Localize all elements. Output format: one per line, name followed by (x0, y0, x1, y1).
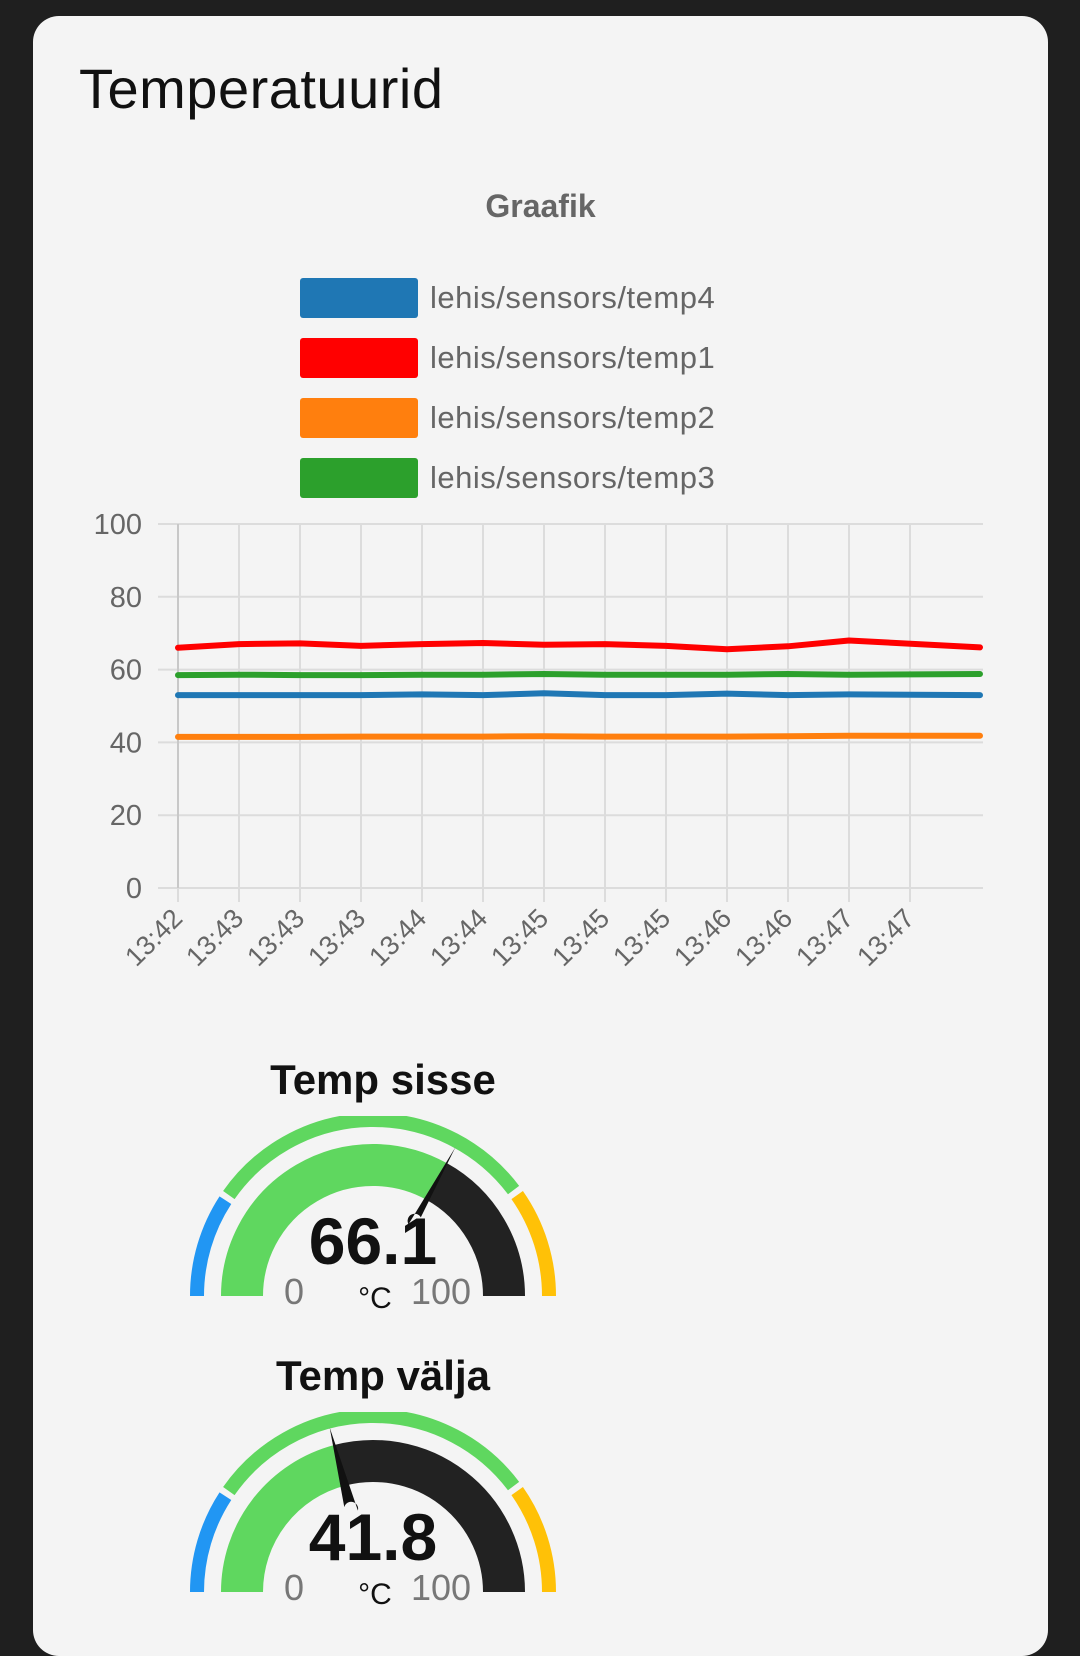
series-line-temp4 (178, 693, 980, 695)
legend-item-temp4[interactable]: lehis/sensors/temp4 (300, 278, 820, 320)
x-tick-label: 13:46 (729, 903, 798, 972)
legend-item-temp2[interactable]: lehis/sensors/temp2 (300, 398, 820, 440)
series-line-temp3 (178, 674, 980, 675)
x-tick-label: 13:46 (668, 903, 737, 972)
x-tick-label: 13:47 (851, 903, 920, 972)
legend-label-temp3: lehis/sensors/temp3 (430, 460, 715, 496)
x-tick-label: 13:47 (790, 903, 859, 972)
temperature-line-chart: 10080604020013:4213:4313:4313:4313:4413:… (33, 16, 1048, 1016)
y-tick-label: 100 (94, 509, 142, 541)
x-tick-label: 13:45 (607, 903, 676, 972)
legend-item-temp3[interactable]: lehis/sensors/temp3 (300, 458, 820, 500)
y-tick-label: 60 (110, 655, 142, 687)
gauge-min: 0 (284, 1271, 304, 1312)
legend-label-temp4: lehis/sensors/temp4 (430, 280, 715, 316)
gauge-temp-valja: 41.8 0 °C 100 (183, 1412, 583, 1642)
x-tick-label: 13:44 (424, 903, 493, 972)
legend-swatch-temp2 (300, 398, 418, 438)
x-tick-label: 13:45 (546, 903, 615, 972)
gauge-max: 100 (411, 1567, 471, 1608)
x-tick-label: 13:43 (241, 903, 310, 972)
x-tick-label: 13:43 (302, 903, 371, 972)
gauge-temp-sisse: 66.1 0 °C 100 (183, 1116, 583, 1346)
series-line-temp1 (178, 641, 980, 650)
x-tick-label: 13:43 (180, 903, 249, 972)
gauge-unit: °C (358, 1282, 392, 1315)
gauge-zone-low (197, 1200, 225, 1296)
legend-label-temp1: lehis/sensors/temp1 (430, 340, 715, 376)
legend-swatch-temp4 (300, 278, 418, 318)
gauge-unit: °C (358, 1578, 392, 1611)
legend-item-temp1[interactable]: lehis/sensors/temp1 (300, 338, 820, 380)
y-tick-label: 20 (110, 800, 142, 832)
gauge-value: 41.8 (309, 1500, 437, 1574)
legend-swatch-temp1 (300, 338, 418, 378)
legend-label-temp2: lehis/sensors/temp2 (430, 400, 715, 436)
y-tick-label: 0 (126, 873, 142, 905)
gauge-max: 100 (411, 1271, 471, 1312)
gauge-min: 0 (284, 1567, 304, 1608)
gauge-title-temp-sisse: Temp sisse (183, 1056, 583, 1104)
y-tick-label: 80 (110, 582, 142, 614)
y-tick-label: 40 (110, 727, 142, 759)
chart-grid (158, 524, 983, 902)
x-tick-label: 13:42 (119, 903, 188, 972)
gauge-title-temp-valja: Temp välja (183, 1352, 583, 1400)
legend-swatch-temp3 (300, 458, 418, 498)
chart-title: Graafik (33, 188, 1048, 225)
series-line-temp2 (178, 736, 980, 737)
x-tick-label: 13:45 (485, 903, 554, 972)
gauge-value: 66.1 (309, 1204, 437, 1278)
x-tick-label: 13:44 (363, 903, 432, 972)
gauge-zone-low (197, 1496, 225, 1592)
